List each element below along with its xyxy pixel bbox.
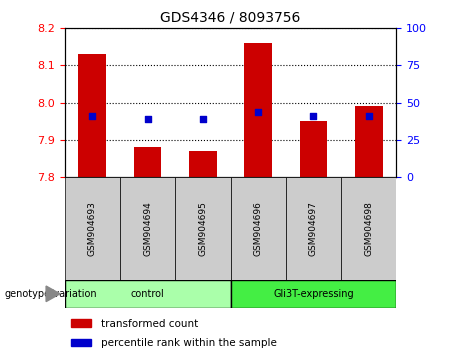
Bar — [78, 54, 106, 177]
Bar — [71, 319, 91, 327]
Text: GSM904698: GSM904698 — [364, 201, 373, 256]
Text: GSM904696: GSM904696 — [254, 201, 263, 256]
Text: GSM904694: GSM904694 — [143, 201, 152, 256]
Text: genotype/variation: genotype/variation — [5, 289, 97, 299]
Bar — [230, 177, 286, 280]
Bar — [120, 177, 175, 280]
Bar — [134, 147, 161, 177]
Bar — [244, 43, 272, 177]
Bar — [230, 280, 396, 308]
Bar — [355, 106, 383, 177]
Point — [254, 109, 262, 115]
Bar — [175, 177, 230, 280]
Bar — [65, 280, 230, 308]
Text: GSM904693: GSM904693 — [88, 201, 97, 256]
Point — [89, 113, 96, 119]
Bar — [189, 151, 217, 177]
Text: GDS4346 / 8093756: GDS4346 / 8093756 — [160, 11, 301, 25]
Point — [144, 116, 151, 122]
Bar — [300, 121, 327, 177]
Text: control: control — [130, 289, 165, 299]
Point — [199, 116, 207, 122]
Text: transformed count: transformed count — [101, 319, 198, 329]
Bar — [71, 338, 91, 346]
Text: GSM904695: GSM904695 — [198, 201, 207, 256]
Bar — [341, 177, 396, 280]
Point — [365, 113, 372, 119]
Text: percentile rank within the sample: percentile rank within the sample — [101, 338, 277, 348]
Point — [310, 113, 317, 119]
Bar — [286, 177, 341, 280]
Text: GSM904697: GSM904697 — [309, 201, 318, 256]
Bar — [65, 177, 120, 280]
Text: Gli3T-expressing: Gli3T-expressing — [273, 289, 354, 299]
